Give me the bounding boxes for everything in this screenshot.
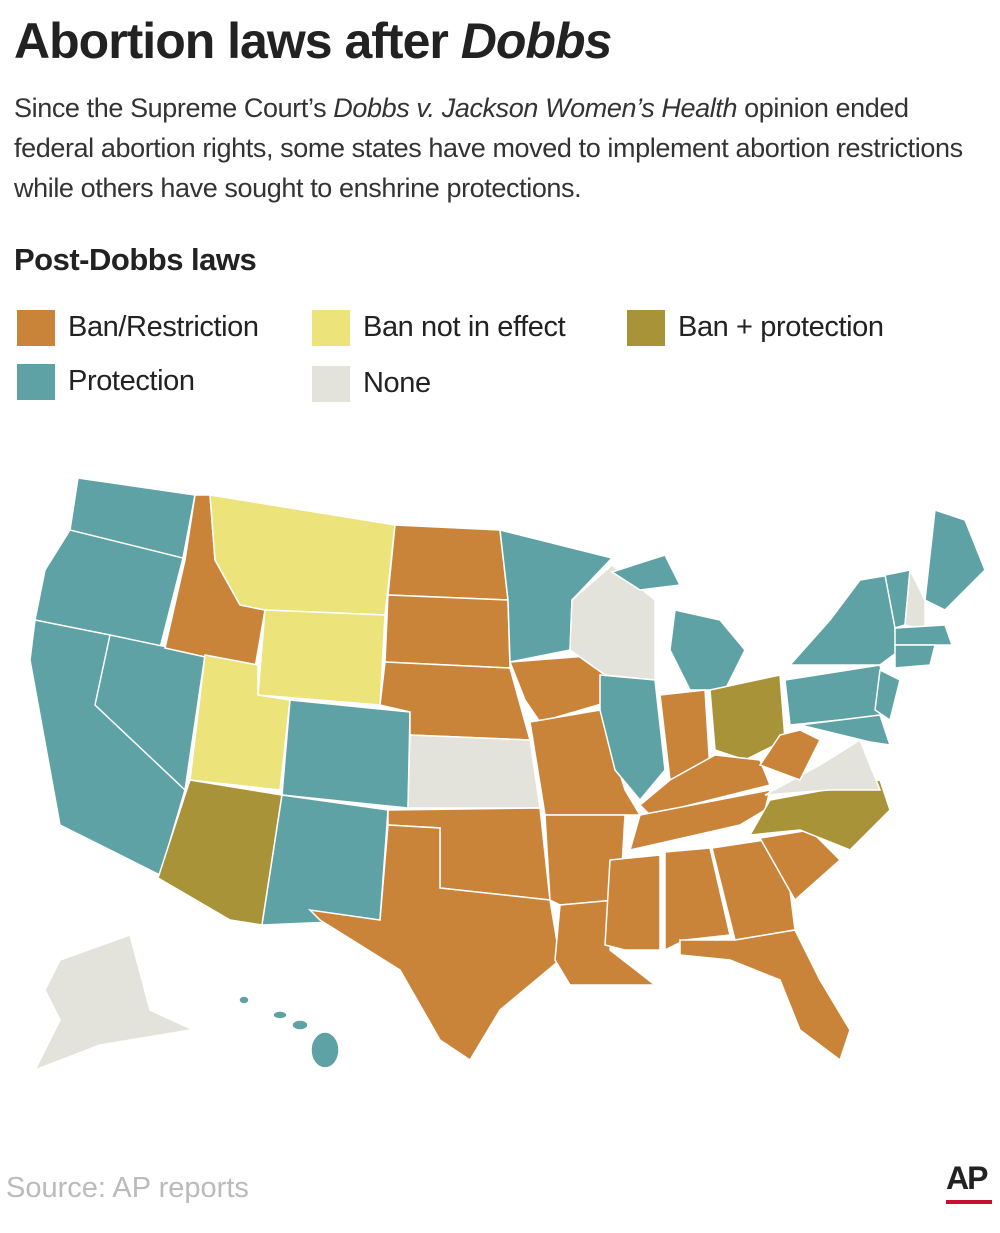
state (238, 995, 250, 1005)
state (799, 714, 892, 746)
state (711, 839, 796, 941)
state (599, 674, 666, 802)
state (664, 847, 731, 952)
state (307, 824, 561, 1062)
legend-swatch (312, 366, 350, 402)
state (281, 699, 411, 809)
state (758, 729, 822, 781)
state (209, 494, 396, 616)
subtitle-start: Since the Supreme Court’s (14, 93, 327, 123)
state (257, 609, 386, 706)
state (894, 644, 936, 669)
state (758, 829, 842, 902)
legend-label: Ban + protection (678, 311, 884, 343)
state (874, 668, 901, 722)
state (610, 554, 682, 591)
state (628, 789, 772, 852)
state (33, 934, 216, 1072)
title-text: Abortion laws after (14, 13, 449, 69)
state (679, 929, 851, 1062)
legend-label: None (363, 367, 431, 399)
state (529, 709, 642, 816)
subtitle-end: opinion ended federal abortion rights, s… (14, 93, 963, 203)
state (669, 609, 746, 691)
state (261, 794, 389, 926)
state (788, 574, 901, 666)
state (387, 524, 509, 601)
title: Abortion laws after Dobbs (14, 12, 613, 70)
legend-label: Protection (68, 365, 195, 397)
subtitle-emphasis: Dobbs v. Jackson Women’s Health (333, 93, 738, 123)
state (709, 674, 786, 761)
title-emphasis: Dobbs (460, 13, 613, 69)
state (748, 779, 891, 851)
state (894, 624, 954, 646)
legend-swatch (627, 310, 665, 346)
legend-label: Ban/Restriction (68, 311, 259, 343)
legend-swatch (312, 310, 350, 346)
state (384, 594, 511, 669)
legend-swatch (17, 310, 55, 346)
state (604, 854, 661, 951)
source: Source: AP reports (6, 1172, 249, 1204)
logo-underline (946, 1200, 992, 1204)
state (764, 738, 882, 796)
legend-swatch (17, 364, 55, 400)
state (310, 1031, 340, 1069)
state (272, 1010, 288, 1020)
subtitle: Since the Supreme Court’s Dobbs v. Jacks… (14, 88, 989, 208)
state (407, 734, 541, 809)
legend-title: Post-Dobbs laws (14, 242, 257, 277)
state (291, 1019, 309, 1031)
logo: AP (946, 1160, 988, 1196)
state (924, 508, 986, 611)
legend-label: Ban not in effect (363, 311, 566, 343)
